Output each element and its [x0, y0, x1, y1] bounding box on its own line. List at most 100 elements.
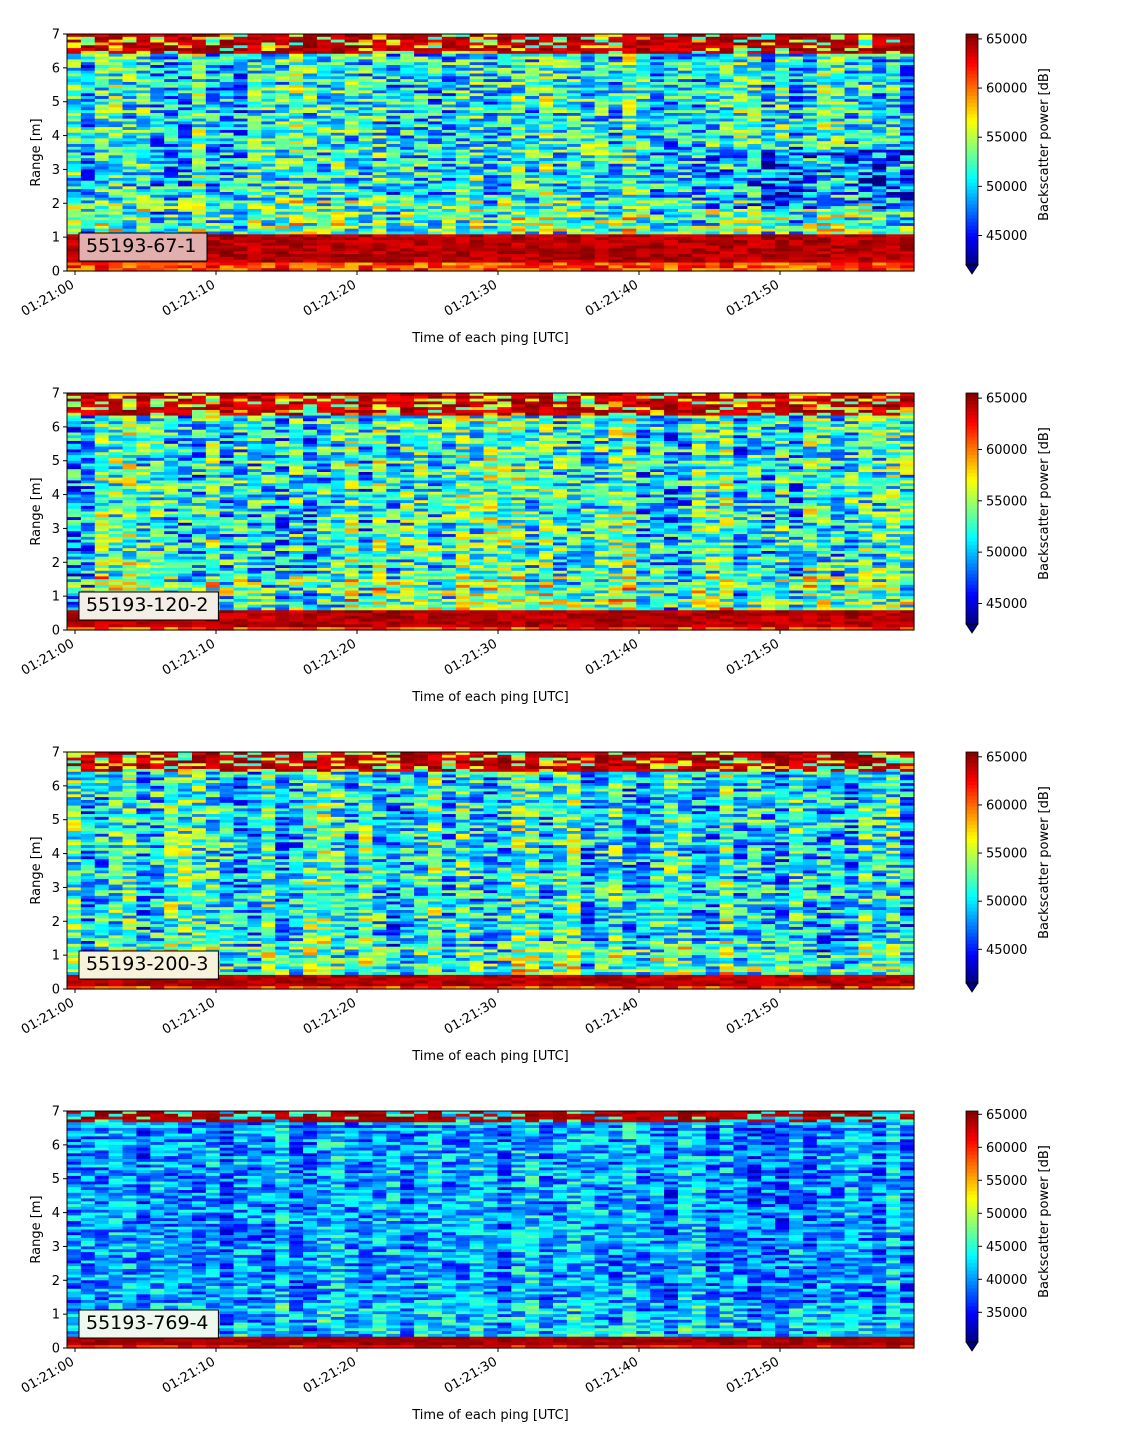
- heatmap-cell: [608, 197, 624, 202]
- heatmap-cell: [372, 132, 387, 137]
- heatmap-cell: [552, 96, 568, 100]
- heatmap-cell: [205, 79, 221, 83]
- heatmap-cell: [164, 132, 179, 137]
- heatmap-cell: [414, 138, 429, 142]
- heatmap-cell: [511, 194, 526, 199]
- heatmap-cell: [497, 239, 512, 244]
- heatmap-cell: [358, 146, 374, 151]
- heatmap-cell: [94, 189, 110, 193]
- heatmap-cell: [483, 265, 499, 269]
- heatmap-cell: [108, 186, 124, 190]
- heatmap-cell: [372, 67, 387, 72]
- heatmap-cell: [303, 166, 318, 171]
- heatmap-cell: [122, 200, 138, 204]
- heatmap-cell: [178, 223, 193, 227]
- heatmap-cell: [580, 217, 596, 221]
- heatmap-cell: [316, 53, 332, 58]
- heatmap-cell: [566, 34, 582, 38]
- heatmap-cell: [344, 211, 360, 216]
- heatmap-cell: [358, 56, 374, 60]
- heatmap-cell: [511, 59, 526, 63]
- heatmap-cell: [330, 245, 346, 250]
- heatmap-cell: [414, 50, 429, 55]
- heatmap-cell: [441, 115, 457, 120]
- heatmap-cell: [497, 132, 512, 137]
- heatmap-cell: [497, 124, 512, 128]
- heatmap-cell: [164, 76, 179, 80]
- heatmap-cell: [316, 121, 332, 125]
- heatmap-cell: [67, 48, 82, 52]
- heatmap-cell: [594, 67, 610, 72]
- heatmap-cell: [316, 39, 332, 44]
- heatmap-cell: [358, 90, 374, 94]
- heatmap-cell: [247, 141, 262, 145]
- heatmap-cell: [316, 194, 332, 199]
- heatmap-cell: [122, 186, 138, 190]
- heatmap-cell: [400, 228, 415, 233]
- heatmap-cell: [178, 121, 193, 125]
- heatmap-cell: [441, 231, 457, 235]
- heatmap-cell: [122, 220, 138, 224]
- heatmap-cell: [497, 113, 512, 117]
- heatmap-cell: [344, 197, 360, 202]
- heatmap-cell: [414, 115, 429, 120]
- heatmap-cell: [316, 118, 332, 123]
- heatmap-cell: [275, 211, 290, 216]
- heatmap-cell: [455, 242, 471, 247]
- heatmap-cell: [275, 194, 290, 199]
- heatmap-cell: [608, 113, 624, 117]
- heatmap-cell: [566, 166, 582, 171]
- heatmap-cell: [164, 152, 179, 156]
- heatmap-cell: [344, 163, 360, 168]
- heatmap-cell: [441, 79, 457, 83]
- heatmap-cell: [219, 220, 235, 224]
- heatmap-cell: [233, 45, 249, 49]
- heatmap-cell: [441, 45, 457, 49]
- heatmap-cell: [580, 268, 596, 272]
- heatmap-cell: [344, 73, 360, 77]
- heatmap-cell: [219, 146, 235, 151]
- heatmap-cell: [594, 39, 610, 44]
- heatmap-cell: [580, 169, 596, 173]
- heatmap-cell: [178, 172, 193, 176]
- heatmap-cell: [580, 228, 596, 233]
- heatmap-cell: [483, 50, 499, 55]
- heatmap-cell: [497, 138, 512, 142]
- heatmap-cell: [594, 34, 610, 38]
- heatmap-cell: [136, 84, 151, 89]
- heatmap-cell: [469, 53, 485, 58]
- heatmap-cell: [414, 84, 429, 89]
- heatmap-cell: [497, 194, 512, 199]
- heatmap-cell: [400, 67, 415, 72]
- heatmap-cell: [539, 186, 554, 190]
- heatmap-cell: [552, 158, 568, 162]
- heatmap-cell: [511, 34, 526, 38]
- heatmap-cell: [247, 93, 262, 97]
- heatmap-cell: [219, 248, 235, 252]
- heatmap-cell: [497, 87, 512, 92]
- heatmap-cell: [511, 225, 526, 230]
- heatmap-cell: [552, 214, 568, 218]
- heatmap-cell: [344, 256, 360, 261]
- heatmap-cell: [67, 135, 82, 139]
- heatmap-cell: [205, 234, 221, 238]
- heatmap-cell: [386, 79, 401, 83]
- heatmap-cell: [344, 39, 360, 44]
- heatmap-cell: [608, 50, 624, 55]
- heatmap-cell: [150, 42, 165, 46]
- heatmap-cell: [483, 180, 499, 185]
- heatmap-cell: [67, 141, 82, 145]
- heatmap-cell: [552, 113, 568, 117]
- heatmap-cell: [483, 231, 499, 235]
- heatmap-cell: [594, 48, 610, 52]
- heatmap-cell: [247, 220, 262, 224]
- heatmap-cell: [178, 194, 193, 199]
- heatmap-cell: [233, 254, 249, 258]
- heatmap-cell: [525, 81, 540, 86]
- heatmap-cell: [219, 169, 235, 173]
- heatmap-cell: [372, 118, 387, 123]
- heatmap-cell: [108, 166, 124, 171]
- heatmap-cell: [483, 268, 499, 272]
- heatmap-cell: [191, 135, 207, 139]
- heatmap-cell: [428, 113, 443, 117]
